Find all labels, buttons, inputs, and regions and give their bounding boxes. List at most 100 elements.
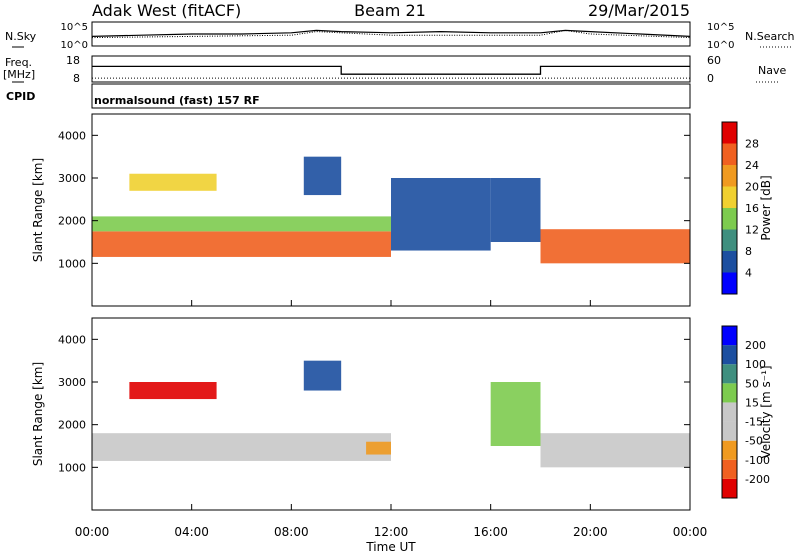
nsky-label: N.Sky — [5, 30, 37, 43]
x-tick-label: 20:00 — [573, 525, 608, 539]
colorbar-tick-label: -15 — [745, 416, 763, 429]
colorbar-tick-label: -50 — [745, 435, 763, 448]
colorbar-tick-label: 16 — [745, 202, 759, 215]
x-tick-label: 00:00 — [75, 525, 110, 539]
colorbar-swatch — [722, 478, 737, 498]
cpid-panel — [91, 83, 691, 109]
colorbar-swatch — [722, 208, 737, 230]
scatter-region — [490, 382, 541, 446]
station-title: Adak West (fitACF) — [92, 1, 241, 20]
power-y-ticks: 1000 2000 3000 4000 — [58, 129, 691, 306]
nsky-tick-bottom-right: 10^0 — [707, 40, 734, 51]
noise-panel — [91, 21, 691, 47]
colorbar-tick-label: 15 — [745, 396, 759, 409]
noise-lines — [91, 29, 691, 39]
frequency-panel — [91, 55, 691, 83]
time-x-axis-label: Time UT — [365, 540, 416, 554]
velocity-y-axis-label: Slant Range [km] — [31, 362, 45, 466]
beam-title: Beam 21 — [354, 1, 426, 20]
scatter-region — [490, 178, 541, 242]
colorbar-tick-label: 28 — [745, 138, 759, 151]
colorbar-swatch — [722, 383, 737, 403]
colorbar-tick-label: 100 — [745, 358, 766, 371]
colorbar-swatch — [722, 345, 737, 365]
colorbar-swatch — [722, 421, 737, 441]
colorbar-tick-label: 200 — [745, 339, 766, 352]
y-tick-label: 3000 — [58, 376, 86, 389]
velocity-regions — [92, 360, 690, 468]
colorbar-swatch — [722, 272, 737, 294]
nsearch-label: N.Search — [745, 30, 795, 43]
power-y-axis-label: Slant Range [km] — [31, 158, 45, 262]
y-tick-label: 2000 — [58, 419, 86, 432]
scatter-region — [129, 382, 217, 400]
colorbar-tick-label: 20 — [745, 181, 759, 194]
scatter-region — [303, 156, 342, 196]
scatter-region — [129, 173, 217, 191]
frequency-lines — [92, 65, 690, 79]
colorbar-tick-label: 24 — [745, 159, 759, 172]
colorbar-swatch — [722, 229, 737, 251]
y-tick-label: 1000 — [58, 461, 86, 474]
colorbar-swatch — [722, 402, 737, 422]
nsky-tick-bottom-left: 10^0 — [61, 40, 88, 51]
colorbar-tick-label: -200 — [745, 473, 770, 486]
nsky-tick-top-right: 10^5 — [707, 22, 734, 33]
scatter-region — [92, 433, 391, 461]
colorbar-tick-label: 4 — [745, 267, 752, 280]
y-tick-label: 2000 — [58, 215, 86, 228]
velocity-colorbar: 200 100 50 15 -15 -50 -100 -200 — [721, 325, 770, 499]
noise-series-line — [91, 29, 691, 37]
x-tick-label: 04:00 — [174, 525, 209, 539]
colorbar-swatch — [722, 143, 737, 165]
colorbar-frame — [721, 121, 738, 295]
scatter-region — [303, 360, 342, 391]
colorbar-swatch — [722, 165, 737, 187]
cpid-label: CPID — [6, 90, 35, 103]
date-title: 29/Mar/2015 — [588, 1, 690, 20]
nsky-tick-top-left: 10^5 — [61, 22, 88, 33]
scatter-region — [92, 231, 391, 257]
scatter-region — [92, 216, 391, 232]
x-tick-label: 00:00 — [673, 525, 708, 539]
colorbar-frame — [721, 325, 738, 499]
scatter-region — [391, 178, 491, 251]
freq-unit-label: [MHz] — [3, 68, 35, 81]
colorbar-swatch — [722, 459, 737, 479]
colorbar-swatch — [722, 251, 737, 273]
colorbar-tick-label: -100 — [745, 454, 770, 467]
x-tick-label: 08:00 — [274, 525, 309, 539]
power-colorbar: 4 8 12 16 20 24 28 — [721, 121, 759, 295]
colorbar-swatch — [722, 186, 737, 208]
scatter-region — [540, 433, 690, 468]
nave-label: Nave — [758, 64, 786, 77]
colorbar-tick-label: 8 — [745, 245, 752, 258]
velocity-colorbar-label: Velocity [m s⁻¹] — [759, 365, 773, 458]
colorbar-swatch — [722, 122, 737, 144]
colorbar-swatch — [722, 364, 737, 384]
cpid-text: normalsound (fast) 157 RF — [94, 94, 260, 107]
scatter-region — [540, 229, 690, 264]
x-tick-label: 12:00 — [374, 525, 409, 539]
y-tick-label: 1000 — [58, 257, 86, 270]
y-tick-label: 4000 — [58, 129, 86, 142]
freq-label: Freq. — [5, 56, 32, 69]
x-tick-label: 16:00 — [473, 525, 508, 539]
velocity-panel: 1000 2000 3000 4000 Slant Range [km] 200 100… — [31, 317, 773, 511]
colorbar-tick-label: 50 — [745, 377, 759, 390]
velocity-axes-frame — [91, 317, 691, 511]
power-colorbar-label: Power [dB] — [759, 175, 773, 240]
velocity-y-ticks: 1000 2000 3000 4000 — [58, 333, 691, 510]
freq-tick-top: 18 — [66, 54, 80, 67]
y-tick-label: 3000 — [58, 172, 86, 185]
frequency-line — [92, 65, 690, 75]
nave-tick-bottom: 0 — [707, 72, 714, 85]
scatter-region — [366, 441, 391, 455]
nave-tick-top: 60 — [707, 54, 721, 67]
time-x-axis: 00:00 04:00 08:00 12:00 16:00 20:00 00:00 — [75, 525, 708, 539]
y-tick-label: 4000 — [58, 333, 86, 346]
power-panel: 1000 2000 3000 4000 Slant Range [km] 4 8 12 16… — [31, 113, 773, 307]
power-regions — [92, 156, 690, 264]
colorbar-swatch — [722, 326, 737, 346]
